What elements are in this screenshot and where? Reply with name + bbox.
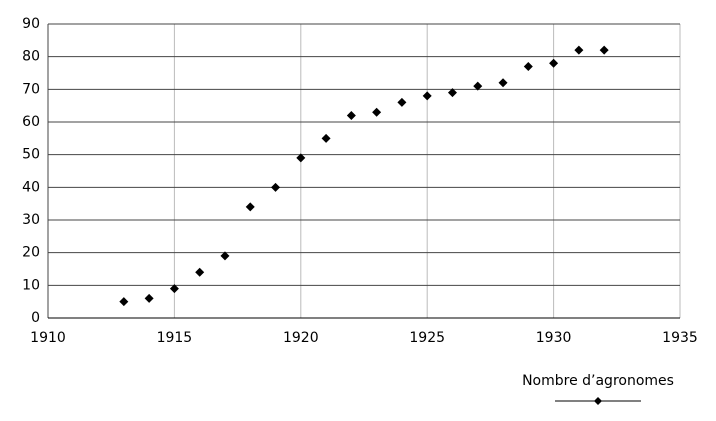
y-tick-label: 60 <box>22 114 40 130</box>
x-tick-label: 1920 <box>283 330 319 346</box>
point <box>549 58 559 68</box>
point <box>422 91 432 101</box>
point <box>321 133 331 143</box>
point <box>498 78 508 88</box>
x-tick-label: 1915 <box>157 330 193 346</box>
point <box>195 267 205 277</box>
point <box>245 202 255 212</box>
y-tick-label: 80 <box>22 49 40 65</box>
point <box>447 88 457 98</box>
point <box>169 284 179 294</box>
y-tick-label: 50 <box>22 147 40 163</box>
y-tick-label: 20 <box>22 245 40 261</box>
legend-label: Nombre d’agronomes <box>522 373 674 389</box>
y-tick-label: 70 <box>22 81 40 97</box>
y-tick-label: 40 <box>22 179 40 195</box>
y-tick-label: 90 <box>22 16 40 32</box>
y-tick-label: 10 <box>22 277 40 293</box>
point <box>599 45 609 55</box>
point <box>220 251 230 261</box>
x-tick-label: 1925 <box>409 330 445 346</box>
legend-marker <box>594 397 602 405</box>
x-tick-label: 1930 <box>536 330 572 346</box>
point <box>372 107 382 117</box>
y-tick-label: 0 <box>31 310 40 326</box>
point <box>144 293 154 303</box>
point <box>346 110 356 120</box>
point <box>523 61 533 71</box>
y-tick-label: 30 <box>22 212 40 228</box>
point <box>574 45 584 55</box>
point <box>397 97 407 107</box>
x-tick-label: 1935 <box>662 330 698 346</box>
x-tick-label: 1910 <box>30 330 66 346</box>
point <box>296 153 306 163</box>
point <box>119 297 129 307</box>
point <box>473 81 483 91</box>
point <box>271 182 281 192</box>
